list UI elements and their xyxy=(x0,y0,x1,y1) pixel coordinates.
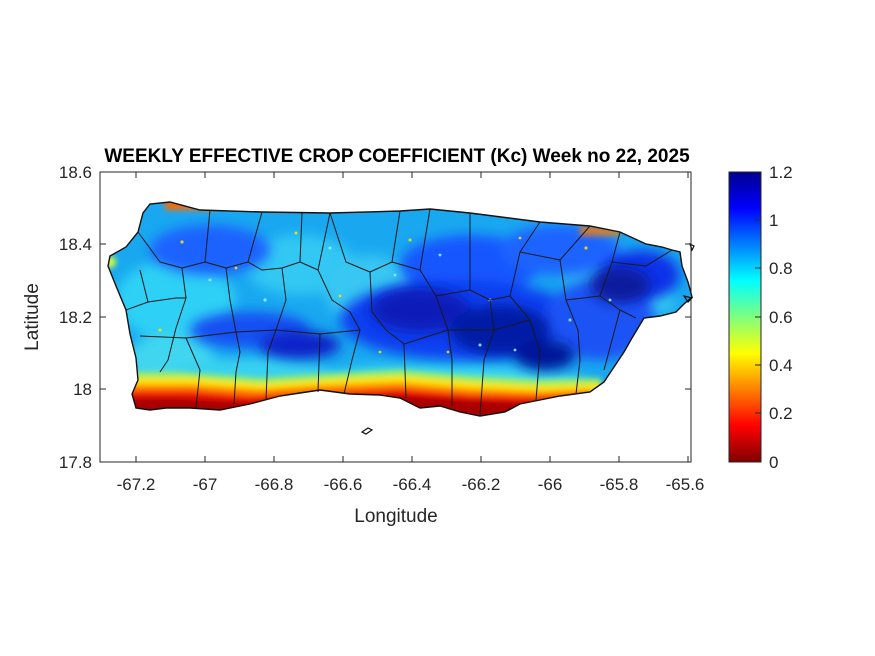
x-tick-label: -66 xyxy=(538,475,563,494)
colorbar-tick-label: 1.2 xyxy=(769,163,793,182)
municipality-boundaries xyxy=(125,208,673,417)
colorbar-ticks xyxy=(755,171,761,463)
x-tick-label: -65.6 xyxy=(666,475,705,494)
y-tick-label: 17.8 xyxy=(59,453,92,472)
x-tick-label: -66.6 xyxy=(324,475,363,494)
y-tick-label: 18 xyxy=(73,380,92,399)
map-title: WEEKLY EFFECTIVE CROP COEFFICIENT (Kc) W… xyxy=(104,146,690,167)
x-tick-label: -66.8 xyxy=(255,475,294,494)
island-outline xyxy=(107,201,693,417)
y-tick-label: 18.6 xyxy=(59,163,92,182)
x-tick-label: -66.2 xyxy=(462,475,501,494)
x-axis xyxy=(135,172,689,462)
colorbar-tick-label: 1 xyxy=(769,211,778,230)
colorbar-tick-label: 0.2 xyxy=(769,404,793,423)
x-tick-label: -65.8 xyxy=(600,475,639,494)
x-tick-label: -67 xyxy=(193,475,218,494)
colorbar-tick-label: 0 xyxy=(769,453,778,472)
colorbar-tick-label: 0.6 xyxy=(769,308,793,327)
y-tick-label: 18.2 xyxy=(59,308,92,327)
offshore-islets xyxy=(360,242,695,435)
y-tick-label: 18.4 xyxy=(59,235,92,254)
colorbar-tick-label: 0.8 xyxy=(769,259,793,278)
x-tick-label: -66.4 xyxy=(393,475,432,494)
colorbar-tick-label: 0.4 xyxy=(769,356,793,375)
y-axis-label: Latitude xyxy=(22,283,43,351)
y-axis xyxy=(100,171,691,463)
x-axis-label: Longitude xyxy=(354,506,437,527)
x-tick-label: -67.2 xyxy=(117,475,156,494)
